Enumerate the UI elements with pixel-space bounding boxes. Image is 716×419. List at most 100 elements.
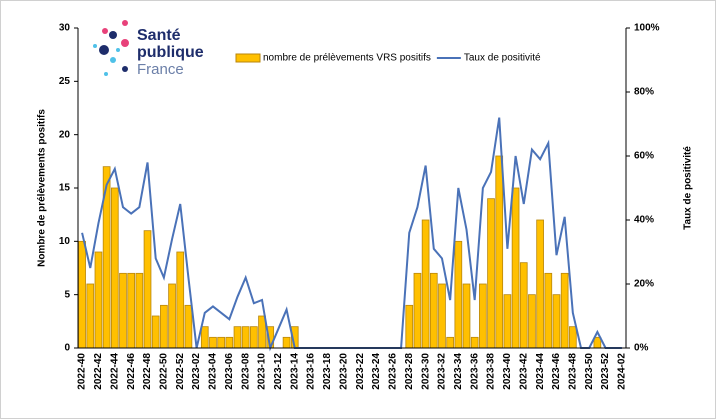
bar [200, 326, 209, 349]
x-tick-label: 2022-50 [159, 353, 170, 390]
bar [233, 326, 242, 349]
y2-tick-label: 20% [634, 279, 654, 290]
bar [209, 336, 217, 349]
bar [536, 219, 544, 349]
x-tick-label: 2022-52 [175, 353, 186, 390]
y-tick-label: 5 [64, 289, 70, 300]
y2-axis-title: Taux de positivité [683, 146, 694, 230]
x-tick-label: 2023-44 [535, 353, 546, 390]
x-tick-label: 2022-42 [93, 353, 104, 390]
bar [86, 283, 95, 349]
y-tick-label: 15 [59, 183, 71, 194]
y-axis-title: Nombre de prélèvements positifs [37, 109, 48, 267]
bar [519, 262, 528, 349]
x-tick-label: 2023-06 [224, 353, 235, 390]
bar [225, 336, 234, 349]
x-tick-label: 2023-10 [257, 353, 268, 390]
bar [446, 336, 454, 349]
bar [405, 304, 414, 349]
x-tick-label: 2023-30 [420, 353, 431, 390]
bar [511, 187, 520, 349]
x-tick-label: 2023-24 [371, 353, 382, 390]
bar [250, 326, 258, 349]
bar [560, 272, 569, 349]
bar [544, 272, 553, 349]
x-tick-label: 2023-22 [355, 353, 366, 390]
bar [503, 294, 512, 349]
x-tick-label: 2023-50 [584, 353, 595, 390]
bar [593, 336, 602, 349]
x-tick-label: 2023-18 [322, 353, 333, 390]
y-tick-label: 20 [59, 129, 71, 140]
x-tick-label: 2023-48 [567, 353, 578, 390]
x-tick-label: 2023-20 [338, 353, 349, 390]
y2-tick-label: 80% [634, 87, 654, 98]
logo-text: publique [137, 44, 204, 61]
bar [160, 304, 168, 349]
x-tick-label: 2022-48 [142, 353, 153, 390]
bar [217, 336, 225, 349]
bar [151, 315, 160, 349]
bar [454, 240, 463, 349]
x-tick-label: 2023-04 [208, 353, 219, 390]
logo-text: France [137, 61, 184, 78]
y-tick-label: 30 [59, 23, 71, 34]
bar [78, 240, 86, 349]
x-tick-label: 2023-28 [404, 353, 415, 390]
x-tick-label: 2023-42 [518, 353, 529, 390]
bar [176, 251, 185, 349]
bar [429, 272, 438, 349]
bar [282, 336, 291, 349]
x-tick-label: 2023-36 [469, 353, 480, 390]
x-tick-label: 2023-52 [600, 353, 611, 390]
bar [168, 283, 176, 349]
x-tick-label: 2022-44 [109, 353, 120, 390]
legend-label: Taux de positivité [464, 53, 541, 64]
x-tick-label: 2023-38 [486, 353, 497, 390]
x-tick-label: 2023-34 [453, 353, 464, 390]
x-tick-label: 2023-32 [437, 353, 448, 390]
x-tick-label: 2023-14 [289, 353, 300, 390]
bar [241, 326, 250, 349]
x-tick-label: 2023-40 [502, 353, 513, 390]
x-tick-label: 2023-46 [551, 353, 562, 390]
bar [470, 336, 479, 349]
x-tick-label: 2023-12 [273, 353, 284, 390]
bar [552, 294, 561, 349]
x-tick-label: 2022-40 [77, 353, 88, 390]
y2-tick-label: 60% [634, 151, 654, 162]
y2-tick-label: 40% [634, 215, 654, 226]
x-tick-label: 2023-26 [388, 353, 399, 390]
y-tick-label: 25 [59, 76, 71, 87]
bar [421, 219, 430, 349]
bar [135, 272, 144, 349]
bar [487, 198, 495, 349]
bar [143, 230, 152, 349]
bar [119, 272, 127, 349]
legend-label: nombre de prélèvements VRS positifs [263, 53, 431, 64]
y2-tick-label: 0% [634, 343, 649, 354]
bar [479, 283, 487, 349]
y-tick-label: 10 [59, 236, 71, 247]
legend-swatch [235, 53, 261, 63]
bar [94, 251, 103, 349]
bar [495, 155, 504, 349]
x-tick-label: 2023-02 [191, 353, 202, 390]
bar [184, 304, 193, 349]
x-tick-label: 2023-16 [306, 353, 317, 390]
bar [528, 294, 536, 349]
logo-text: Santé [137, 27, 181, 44]
bar [413, 272, 422, 349]
y-tick-label: 0 [64, 343, 70, 354]
logo: Santé publique France [93, 20, 204, 78]
x-tick-label: 2023-08 [240, 353, 251, 390]
bar [258, 315, 266, 349]
bar [438, 283, 446, 349]
y2-tick-label: 100% [634, 23, 660, 34]
x-tick-label: 2022-46 [126, 353, 137, 390]
bar [462, 283, 471, 349]
bar [127, 272, 135, 349]
bar [110, 187, 119, 349]
